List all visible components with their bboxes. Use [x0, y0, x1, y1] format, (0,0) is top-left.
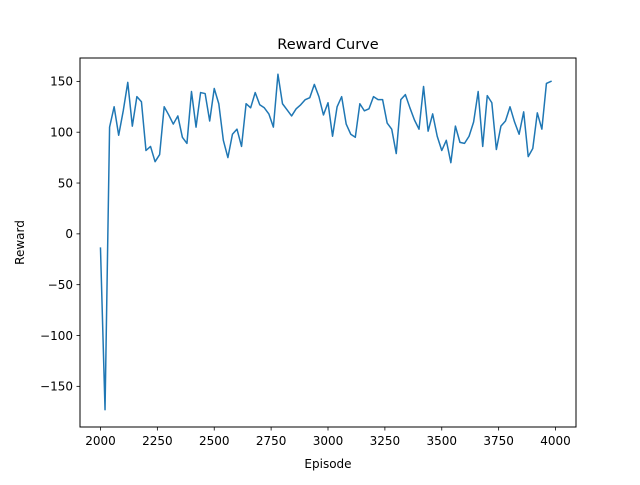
- x-tick-label: 4000: [540, 434, 571, 448]
- x-axis-label: Episode: [304, 457, 351, 471]
- x-axis: 2000 2250 2500 2750 3000 3250 3500 3750 4000: [85, 427, 571, 448]
- x-tick-label: 2750: [256, 434, 287, 448]
- x-tick-label: 3750: [483, 434, 514, 448]
- x-tick-label: 2500: [199, 434, 230, 448]
- y-tick-label: −150: [40, 380, 73, 394]
- y-tick-label: −100: [40, 329, 73, 343]
- x-tick-label: 3000: [313, 434, 344, 448]
- y-tick-label: 50: [58, 176, 73, 190]
- y-tick-label: 100: [50, 126, 73, 140]
- x-tick-label: 3500: [426, 434, 457, 448]
- chart-title: Reward Curve: [277, 37, 378, 53]
- y-tick-label: 150: [50, 75, 73, 89]
- y-tick-label: 0: [65, 227, 73, 241]
- x-tick-label: 2250: [142, 434, 173, 448]
- y-axis: −150 −100 −50 0 50 100 150: [40, 75, 80, 394]
- y-tick-label: −50: [48, 278, 73, 292]
- x-tick-label: 3250: [370, 434, 401, 448]
- plot-area: [99, 73, 552, 411]
- x-tick-label: 2000: [85, 434, 116, 448]
- y-axis-label: Reward: [13, 220, 27, 265]
- series-line-0: [99, 73, 552, 411]
